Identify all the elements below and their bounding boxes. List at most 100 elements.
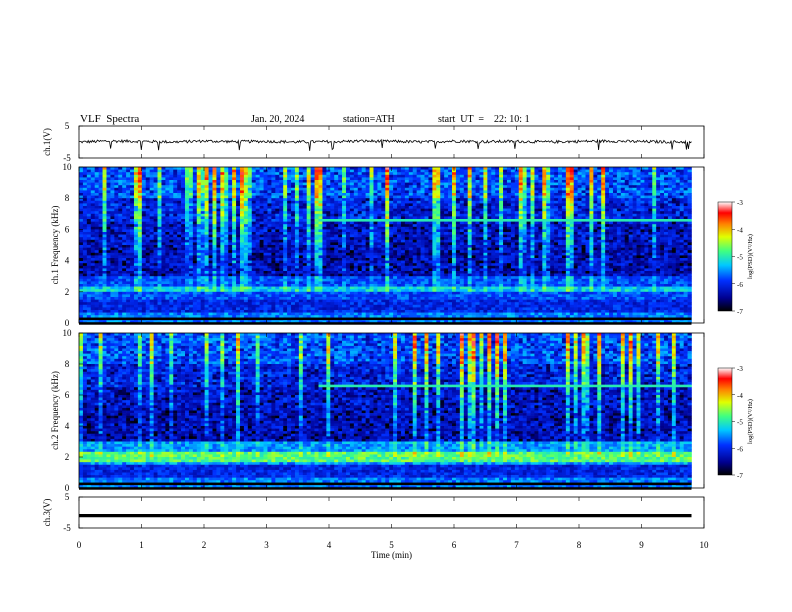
spectrogram-cell bbox=[561, 245, 567, 248]
spectrogram-cell bbox=[353, 198, 359, 202]
spectrogram-cell bbox=[400, 174, 406, 178]
spectrogram-cell bbox=[149, 239, 154, 243]
spectrogram-cell bbox=[173, 198, 178, 202]
spectrogram-cell bbox=[664, 234, 669, 238]
spectrogram-cell bbox=[452, 172, 457, 176]
spectrogram-cell bbox=[593, 198, 598, 202]
spectrogram-cell bbox=[243, 216, 249, 220]
spectrogram-cell bbox=[416, 180, 421, 183]
spectrogram-cell bbox=[224, 195, 229, 199]
spectrogram-cell bbox=[114, 200, 119, 204]
spectrogram-cell bbox=[86, 200, 92, 204]
spectrogram-cell bbox=[601, 224, 606, 228]
spectrogram-cell bbox=[306, 198, 311, 202]
spectrogram-cell bbox=[467, 245, 472, 248]
spectrogram-cell bbox=[137, 216, 143, 220]
spectrogram-cell bbox=[349, 247, 355, 251]
spectrogram-cell bbox=[126, 237, 131, 241]
spectrogram-cell bbox=[565, 203, 571, 207]
spectrogram-cell bbox=[291, 224, 296, 228]
spectrogram-cell bbox=[550, 211, 555, 215]
spectrogram-cell bbox=[491, 219, 496, 222]
spectrogram-cell bbox=[232, 232, 237, 235]
spectrogram-cell bbox=[263, 237, 268, 241]
spectrogram-cell bbox=[255, 239, 260, 243]
spectrogram-cell bbox=[82, 177, 88, 181]
spectrogram-cell bbox=[220, 245, 225, 248]
spectrogram-cell bbox=[204, 177, 209, 181]
spectrogram-cell bbox=[656, 208, 661, 212]
spectrogram-cell bbox=[294, 198, 300, 202]
spectrogram-cell bbox=[448, 169, 453, 173]
spectrogram-cell bbox=[487, 234, 492, 238]
spectrogram-cell bbox=[79, 177, 84, 181]
spectrogram-cell bbox=[263, 245, 268, 248]
spectrogram-cell bbox=[247, 216, 253, 220]
spectrogram-cell bbox=[459, 226, 465, 230]
spectrogram-cell bbox=[616, 185, 622, 189]
spectrogram-cell bbox=[609, 224, 614, 228]
spectrogram-cell bbox=[192, 180, 198, 183]
spectrogram-cell bbox=[126, 203, 131, 207]
spectrogram-cell bbox=[365, 213, 370, 217]
spectrogram-cell bbox=[616, 216, 622, 220]
spectrogram-cell bbox=[589, 185, 594, 189]
spectrogram-cell bbox=[79, 190, 84, 194]
spectrogram-cell bbox=[243, 239, 249, 243]
spectrogram-cell bbox=[385, 224, 390, 228]
spectrogram-cell bbox=[412, 229, 417, 233]
spectrogram-cell bbox=[636, 226, 641, 230]
spectrogram-cell bbox=[137, 247, 143, 251]
spectrogram-cell bbox=[569, 187, 575, 191]
spectrogram-cell bbox=[609, 239, 614, 243]
spectrogram-cell bbox=[326, 226, 331, 230]
spectrogram-cell bbox=[675, 193, 681, 196]
spectrogram-cell bbox=[251, 195, 256, 199]
spectrogram-cell bbox=[675, 172, 681, 176]
spectrogram-cell bbox=[361, 208, 366, 212]
spectrogram-cell bbox=[216, 208, 221, 212]
spectrogram-cell bbox=[514, 182, 520, 186]
spectrogram-cell bbox=[361, 187, 366, 191]
spectrogram-cell bbox=[455, 190, 461, 194]
spectrogram-cell bbox=[357, 172, 362, 176]
spectrogram-cell bbox=[94, 206, 99, 209]
spectrogram-cell bbox=[263, 190, 268, 194]
spectrogram-cell bbox=[185, 182, 190, 186]
spectrogram-cell bbox=[389, 206, 394, 209]
spectrogram-cell bbox=[149, 200, 154, 204]
spectrogram-cell bbox=[444, 245, 449, 248]
spectrogram-cell bbox=[279, 242, 284, 246]
spectrogram-cell bbox=[671, 174, 677, 178]
spectrogram-cell bbox=[110, 200, 115, 204]
spectrogram-cell bbox=[208, 200, 213, 204]
spectrogram-cell bbox=[440, 195, 445, 199]
spectrogram-cell bbox=[518, 234, 523, 238]
spectrogram-cell bbox=[161, 206, 166, 209]
spectrogram-cell bbox=[471, 234, 476, 238]
spectrogram-cell bbox=[98, 203, 103, 207]
spectrogram-cell bbox=[491, 203, 496, 207]
spectrogram-cell bbox=[448, 211, 453, 215]
spectrogram-cell bbox=[181, 229, 186, 233]
spectrogram-cell bbox=[267, 213, 272, 217]
spectrogram-cell bbox=[444, 237, 449, 241]
spectrogram-cell bbox=[114, 169, 119, 173]
spectrogram-cell bbox=[605, 172, 610, 176]
spectrogram-cell bbox=[326, 213, 331, 217]
spectrogram-cell bbox=[349, 232, 355, 235]
spectrogram-cell bbox=[133, 208, 139, 212]
spectrogram-cell bbox=[345, 224, 351, 228]
spectrogram-cell bbox=[243, 245, 249, 248]
spectrogram-cell bbox=[357, 193, 362, 196]
spectrogram-cell bbox=[243, 203, 249, 207]
spectrogram-cell bbox=[153, 226, 158, 230]
spectrogram-cell bbox=[467, 206, 472, 209]
spectrogram-cell bbox=[467, 185, 472, 189]
spectrogram-cell bbox=[467, 190, 472, 194]
spectrogram-cell bbox=[255, 198, 260, 202]
spectrogram-cell bbox=[165, 172, 170, 176]
spectrogram-cell bbox=[558, 206, 563, 209]
spectrogram-cell bbox=[569, 245, 575, 248]
spectrogram-cell bbox=[294, 195, 300, 199]
